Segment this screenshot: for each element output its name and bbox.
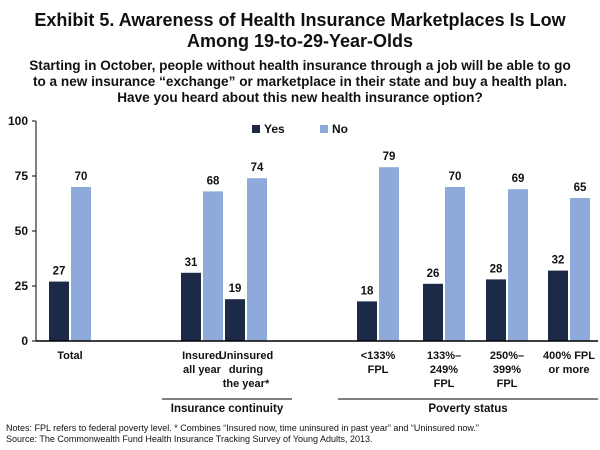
- data-label-yes: 32: [552, 255, 565, 267]
- legend-swatch-no: [320, 125, 328, 133]
- data-label-no: 79: [383, 151, 396, 163]
- data-label-no: 74: [251, 162, 264, 174]
- bar-yes: [423, 283, 443, 341]
- chart-title-line-2: Among 19-to-29-Year-Olds: [186, 31, 414, 51]
- category-label: or more: [549, 364, 590, 376]
- data-label-yes: 27: [53, 266, 66, 278]
- bar-yes: [357, 301, 377, 341]
- category-label: FPL: [434, 378, 455, 390]
- y-tick-label: 50: [15, 224, 29, 238]
- category-label: 399%: [493, 364, 521, 376]
- legend-swatch-yes: [252, 125, 260, 133]
- category-label: Total: [57, 350, 82, 362]
- bar-no: [203, 191, 223, 341]
- data-label-no: 69: [512, 173, 525, 185]
- chart-subtitle-line-3: Have you heard about this new health ins…: [117, 90, 483, 105]
- category-label: FPL: [497, 378, 518, 390]
- bar-yes: [181, 272, 201, 341]
- bar-no: [247, 178, 267, 341]
- data-label-yes: 26: [427, 268, 440, 280]
- category-label: all year: [183, 364, 222, 376]
- bar-no: [508, 189, 528, 341]
- chart-title-line-1: Exhibit 5. Awareness of Health Insurance…: [34, 10, 566, 30]
- category-label: 400% FPL: [543, 350, 595, 362]
- data-label-no: 68: [207, 175, 220, 187]
- category-label: 133%–: [427, 350, 461, 362]
- data-label-no: 70: [75, 171, 88, 183]
- bar-yes: [225, 299, 245, 341]
- group-label: Poverty status: [428, 403, 507, 415]
- chart-subtitle-line-1: Starting in October, people without heal…: [29, 58, 571, 73]
- y-tick-label: 100: [8, 114, 28, 128]
- bar-yes: [49, 281, 69, 341]
- y-tick-label: 75: [15, 169, 29, 183]
- y-tick-label: 25: [15, 279, 29, 293]
- bar-no: [379, 167, 399, 341]
- chart-notes: Notes: FPL refers to federal poverty lev…: [6, 423, 479, 445]
- group-label: Insurance continuity: [171, 403, 284, 415]
- data-label-no: 70: [449, 171, 462, 183]
- data-label-yes: 19: [229, 283, 242, 295]
- source-line: Source: The Commonwealth Fund Health Ins…: [6, 434, 373, 444]
- category-label: during: [229, 364, 263, 376]
- category-label: FPL: [368, 364, 389, 376]
- chart-subtitle-line-2: to a new insurance “exchange” or marketp…: [32, 74, 568, 89]
- bar-no: [445, 187, 465, 341]
- bar-no: [71, 187, 91, 341]
- data-label-yes: 28: [490, 263, 503, 275]
- category-label: <133%: [361, 350, 396, 362]
- legend-label-no: No: [332, 122, 348, 136]
- category-label: 250%–: [490, 350, 524, 362]
- notes-line: Notes: FPL refers to federal poverty lev…: [6, 423, 479, 433]
- category-label: Insured: [182, 350, 222, 362]
- data-label-yes: 31: [185, 257, 198, 269]
- chart-subtitle: Starting in October, people without heal…: [0, 58, 600, 106]
- bar-no: [570, 198, 590, 341]
- chart-title: Exhibit 5. Awareness of Health Insurance…: [0, 10, 600, 52]
- category-label: Uninsured: [219, 350, 273, 362]
- bar-chart: 0 25 50 75 100 27 31 19 18 26 28 32 70 68 74 79 70 69 65 To…: [8, 114, 598, 415]
- legend-label-yes: Yes: [264, 122, 285, 136]
- category-label: the year*: [223, 378, 270, 390]
- y-tick-label: 0: [21, 334, 28, 348]
- category-label: 249%: [430, 364, 458, 376]
- data-label-yes: 18: [361, 285, 374, 297]
- bar-yes: [486, 279, 506, 341]
- bar-yes: [548, 270, 568, 341]
- data-label-no: 65: [574, 182, 587, 194]
